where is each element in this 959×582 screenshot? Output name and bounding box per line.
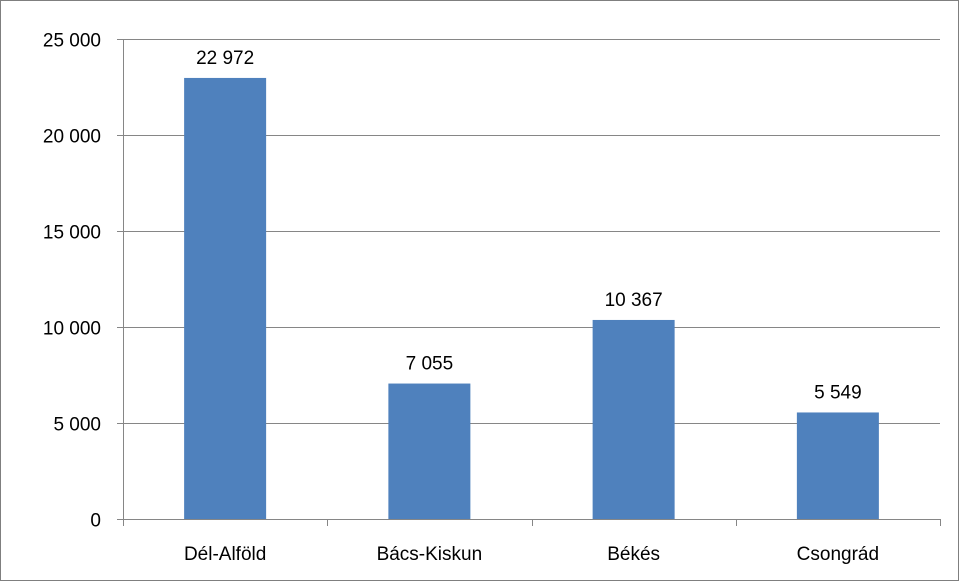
bars xyxy=(184,77,879,520)
y-tick-label: 25 000 xyxy=(43,31,101,52)
data-label: 10 367 xyxy=(605,290,663,311)
x-tick-label: Bács-Kiskun xyxy=(377,544,483,565)
bar-csongr-d xyxy=(796,412,879,519)
x-tick-label: Békés xyxy=(607,544,660,565)
bar-b-k-s xyxy=(592,319,675,519)
x-tick-label: Dél-Alföld xyxy=(184,544,266,565)
y-tick-label: 20 000 xyxy=(43,127,101,148)
y-tick-label: 10 000 xyxy=(43,319,101,340)
y-tick-label: 0 xyxy=(90,511,101,532)
bar-b-cs-kiskun xyxy=(388,383,471,519)
bar-d-l-alf-ld xyxy=(184,77,267,520)
data-label: 22 972 xyxy=(196,48,254,69)
data-label: 5 549 xyxy=(814,382,862,403)
y-tick-label: 15 000 xyxy=(43,223,101,244)
axes xyxy=(117,39,941,526)
data-label: 7 055 xyxy=(406,354,454,375)
x-tick-label: Csongrád xyxy=(797,544,879,565)
labels: 0 5 000 10 000 15 000 20 000 25 000 22 972 Dél-… xyxy=(43,31,879,566)
y-tick-label: 5 000 xyxy=(53,415,101,436)
